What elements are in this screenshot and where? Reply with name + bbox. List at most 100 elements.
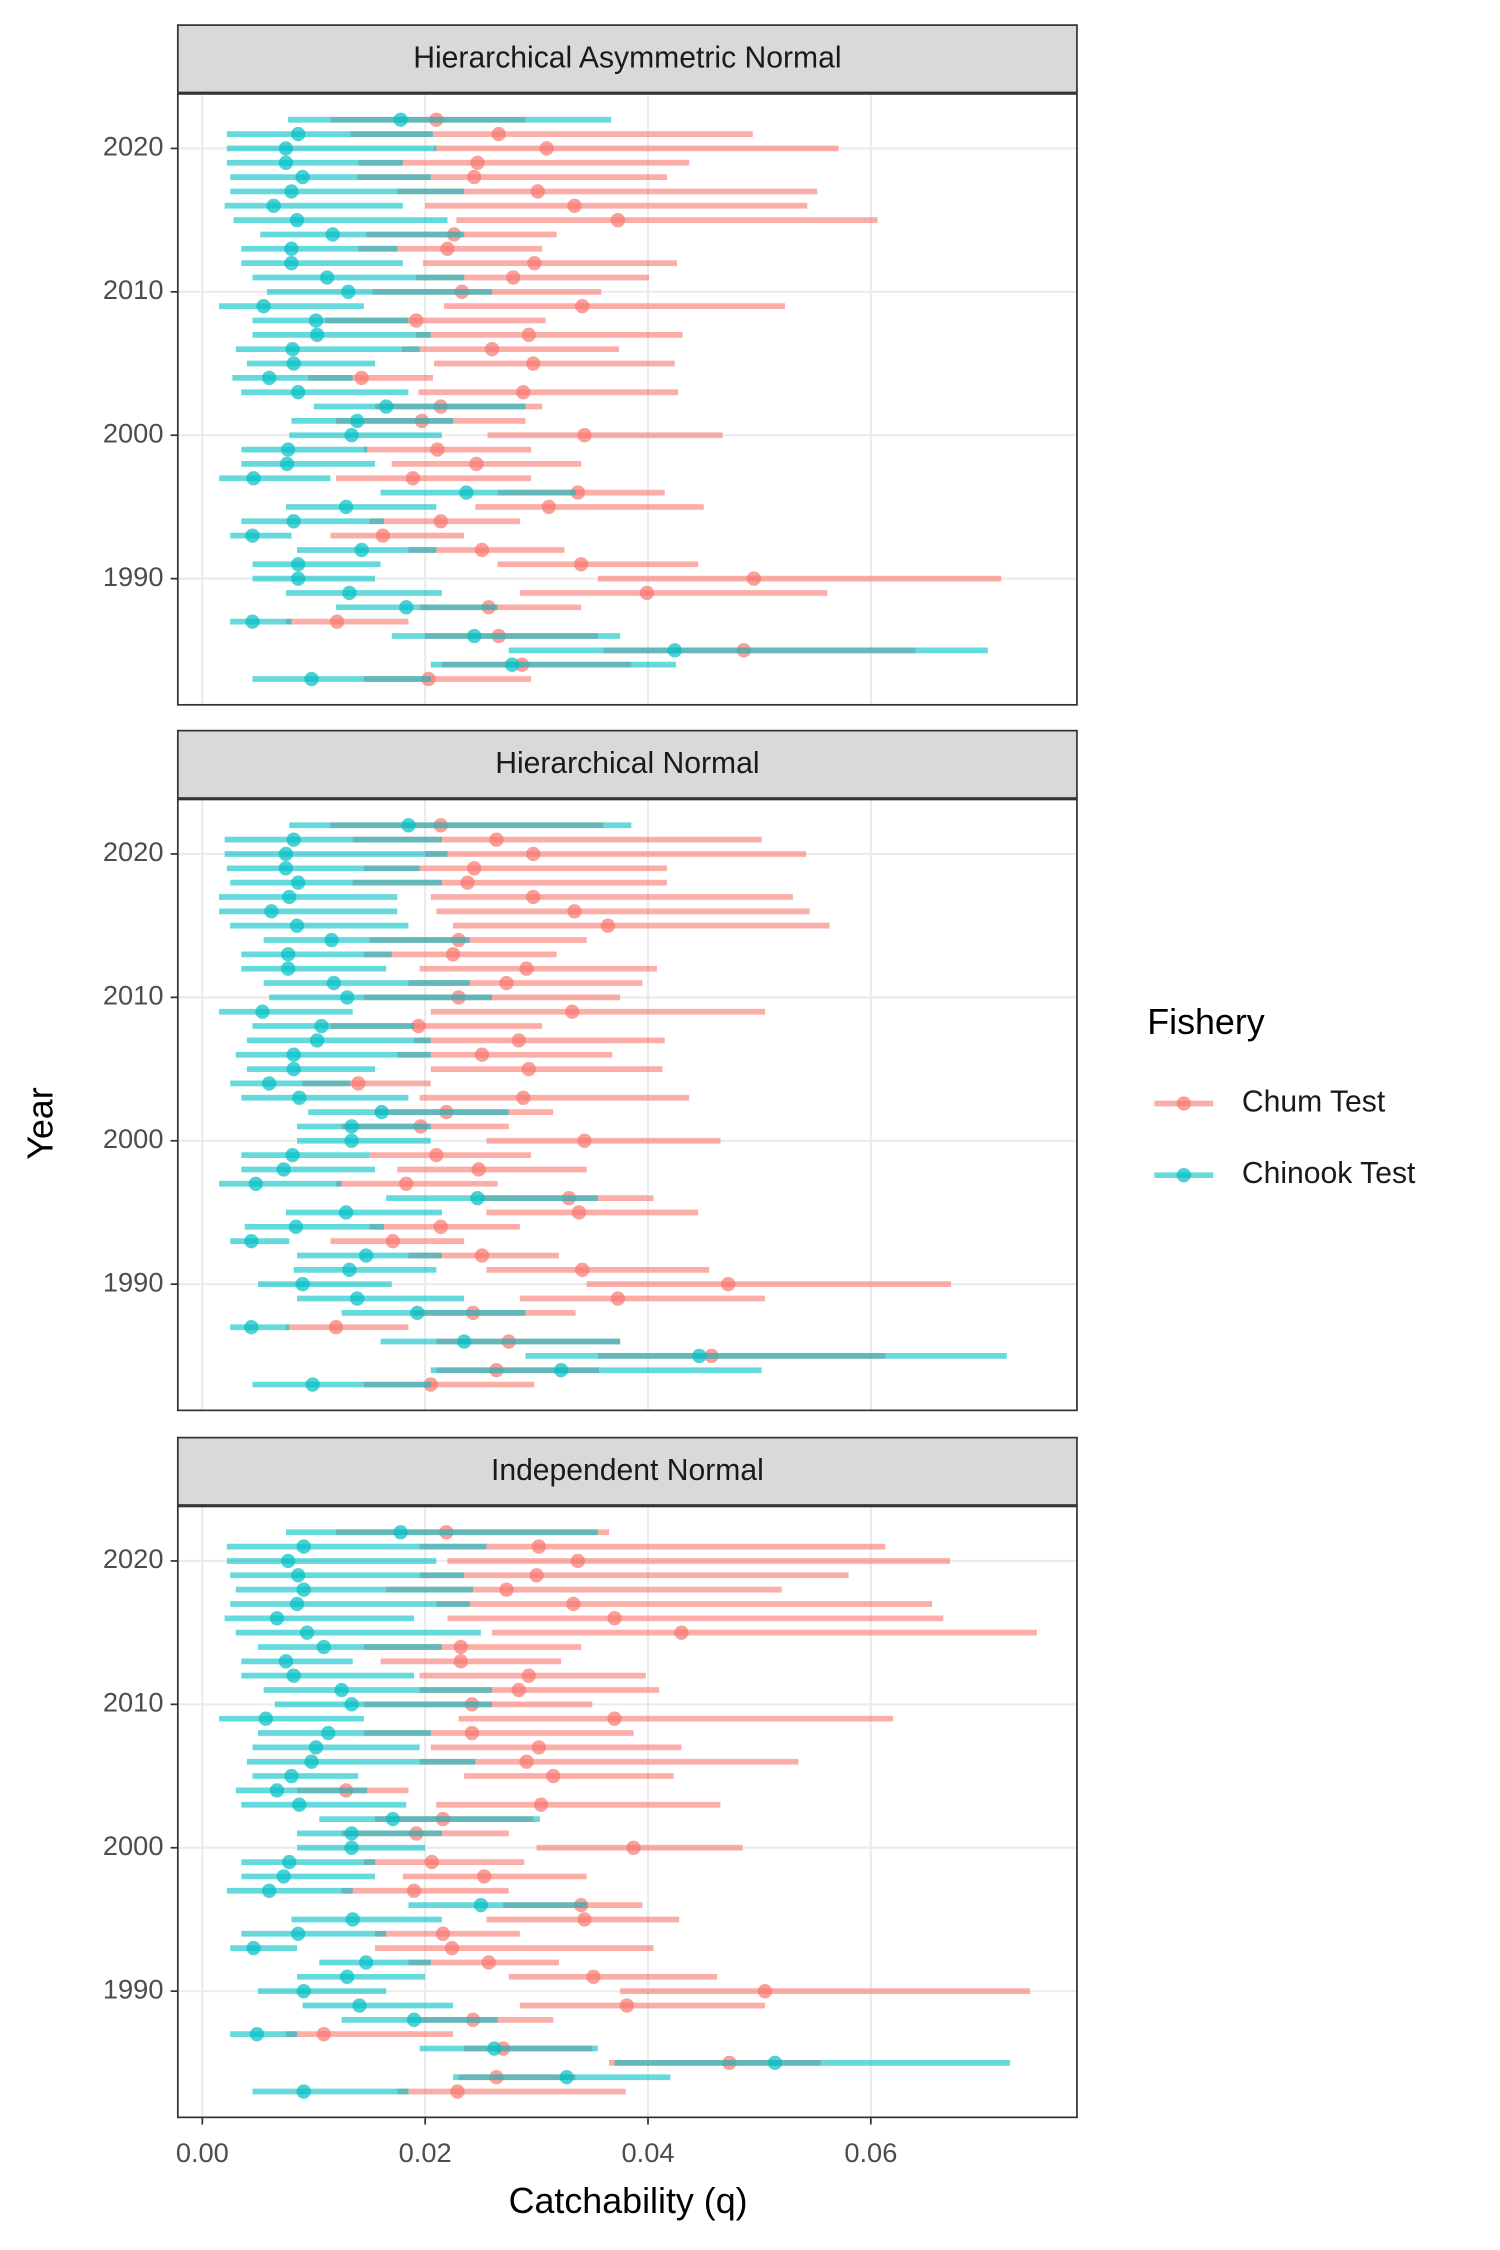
point [340, 990, 355, 1005]
point [546, 1768, 561, 1784]
point [342, 585, 357, 601]
point [516, 385, 531, 400]
point [290, 557, 306, 572]
point [295, 1277, 310, 1292]
point [304, 1754, 319, 1769]
panel-border [176, 798, 1078, 1412]
point [262, 1883, 277, 1898]
point [338, 1205, 354, 1220]
panel-background [177, 799, 1077, 1411]
point [350, 1291, 365, 1306]
point [541, 499, 557, 515]
point [619, 1998, 635, 2013]
point [385, 1811, 401, 1827]
point [444, 1940, 460, 1956]
y-tick-label: 2000 [103, 1830, 164, 1861]
point [278, 155, 294, 170]
point [526, 356, 541, 371]
point [531, 1539, 546, 1554]
point [304, 671, 319, 687]
point [289, 212, 305, 228]
point [570, 1553, 585, 1569]
point [344, 428, 359, 443]
y-tick-label: 1990 [103, 1973, 164, 2004]
point [746, 571, 762, 586]
point [757, 1983, 773, 1999]
y-tick-label: 2010 [103, 274, 164, 305]
point [570, 485, 585, 500]
point [255, 1004, 270, 1019]
point [324, 932, 339, 948]
point [276, 1869, 291, 1884]
point [464, 1725, 480, 1741]
point [460, 875, 475, 890]
legend-title: Fishery [1147, 1002, 1265, 1042]
point [456, 1334, 472, 1349]
x-axis-title: Catchability (q) [509, 2181, 748, 2221]
point [248, 1176, 263, 1191]
point [289, 918, 305, 933]
point [473, 1897, 489, 1913]
point [284, 184, 299, 199]
point [530, 184, 545, 199]
point [573, 557, 589, 572]
point [290, 875, 306, 890]
point [453, 1654, 468, 1669]
point [282, 1854, 297, 1870]
point [467, 628, 482, 644]
point [321, 1725, 336, 1741]
point [385, 1233, 401, 1249]
point [350, 413, 365, 429]
point [309, 327, 325, 343]
point [344, 1697, 359, 1712]
point [282, 889, 297, 905]
y-tick-label: 2020 [103, 1543, 164, 1574]
facet-title: Hierarchical Normal [495, 747, 759, 780]
point [721, 1277, 736, 1292]
point [470, 155, 485, 170]
point [314, 1018, 329, 1034]
point [256, 298, 271, 314]
point [358, 1248, 374, 1263]
point [531, 1740, 546, 1755]
point [453, 1639, 468, 1655]
point [393, 1525, 408, 1540]
legend-key [1176, 1168, 1191, 1183]
point [610, 212, 626, 228]
panel-background [177, 1506, 1077, 2118]
point [340, 1969, 355, 1984]
point [459, 485, 474, 500]
point [607, 1611, 622, 1626]
point [527, 255, 542, 271]
series [219, 1525, 1011, 2099]
y-tick-label: 1990 [103, 561, 164, 592]
point [279, 456, 295, 472]
point [285, 342, 300, 357]
point [285, 1147, 300, 1163]
point [477, 1869, 492, 1884]
point [290, 1926, 306, 1941]
point [249, 2027, 265, 2042]
y-tick-label: 2000 [103, 1123, 164, 1154]
point [577, 1912, 592, 1927]
point [284, 1768, 299, 1784]
point [410, 1305, 425, 1321]
point [674, 1625, 689, 1640]
point [246, 471, 261, 486]
point [566, 1596, 581, 1612]
facet-title: Independent Normal [491, 1454, 764, 1487]
point [474, 1047, 490, 1062]
point [433, 514, 448, 529]
point [288, 1219, 304, 1234]
point [586, 1969, 601, 1984]
point [511, 1033, 526, 1048]
point [262, 370, 277, 386]
y-tick-label: 2000 [103, 417, 164, 448]
point [290, 126, 306, 142]
point [409, 313, 424, 328]
point [504, 657, 520, 672]
point [296, 1983, 311, 1999]
point [269, 1783, 285, 1798]
point [328, 1320, 344, 1335]
